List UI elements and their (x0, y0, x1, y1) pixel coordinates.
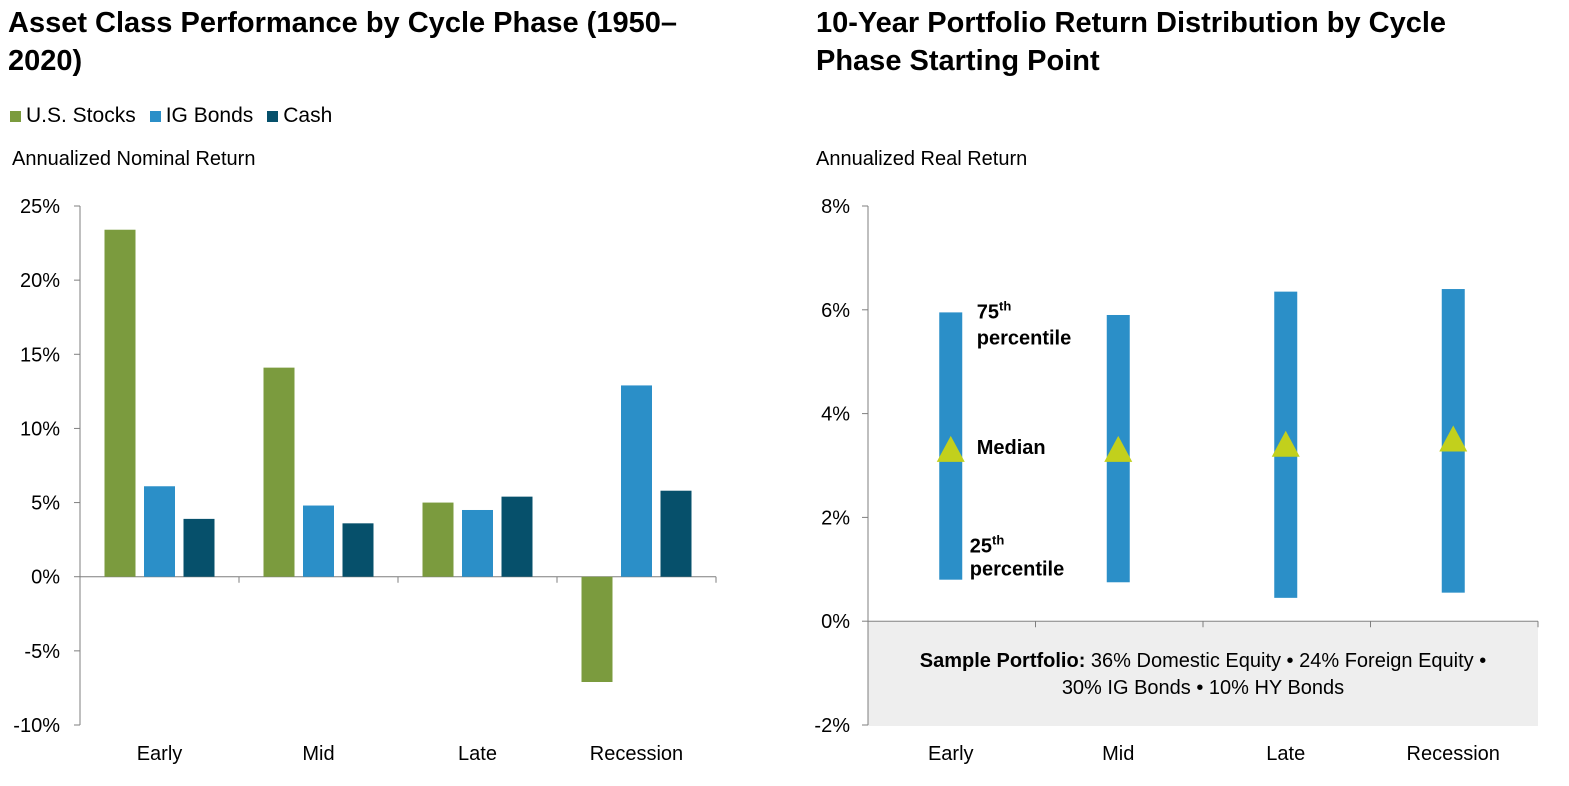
left-x-tick-label: Mid (302, 743, 334, 765)
annotation-25th-word: percentile (970, 559, 1064, 581)
legend-label-cash: Cash (283, 104, 333, 127)
sample-portfolio-note: Sample Portfolio: 36% Domestic Equity • … (908, 648, 1498, 702)
legend-item-bonds: IG Bonds (149, 104, 254, 128)
legend-label-bonds: IG Bonds (165, 104, 254, 127)
bar-ig-bonds-mid (303, 505, 334, 577)
legend-item-stocks: U.S. Stocks (10, 104, 136, 128)
left-chart-legend: U.S. Stocks IG Bonds Cash (10, 104, 346, 128)
left-y-tick-label: 10% (20, 418, 60, 440)
right-y-tick-label: 6% (821, 300, 850, 322)
legend-item-cash: Cash (267, 104, 332, 128)
left-y-tick-label: 0% (31, 567, 60, 589)
right-x-tick-label: Recession (1407, 743, 1500, 765)
right-y-tick-label: -2% (814, 715, 850, 737)
sample-portfolio-text: 36% Domestic Equity • 24% Foreign Equity… (1061, 650, 1487, 699)
right-chart-title: 10-Year Portfolio Return Distribution by… (816, 7, 1447, 77)
left-y-tick-label: 5% (31, 493, 60, 515)
right-y-tick-label: 8% (821, 196, 850, 218)
right-y-tick-label: 4% (821, 404, 850, 426)
left-y-tick-label: -5% (24, 641, 60, 663)
right-x-tick-label: Mid (1102, 743, 1134, 765)
bar-ig-bonds-early (144, 486, 175, 577)
legend-swatch-cash (267, 110, 279, 122)
annotation-median: Median (977, 437, 1046, 459)
legend-label-stocks: U.S. Stocks (26, 104, 136, 127)
left-x-tick-label: Early (137, 743, 183, 765)
bar-cash-early (183, 518, 215, 577)
bar-cash-recession (660, 490, 692, 577)
bar-u-s-stocks-recession (581, 576, 613, 682)
annotation-75th-word: percentile (977, 327, 1071, 349)
annotation-75th-suffix: th (999, 298, 1011, 313)
sample-portfolio-label: Sample Portfolio: (919, 650, 1086, 672)
right-x-tick-label: Late (1266, 743, 1305, 765)
left-y-tick-label: 20% (20, 270, 60, 292)
median-marker-late (1271, 430, 1300, 457)
bar-u-s-stocks-early (104, 229, 136, 577)
right-x-tick-label: Early (928, 743, 974, 765)
bar-cash-late (501, 496, 533, 577)
right-y-tick-label: 0% (821, 611, 850, 633)
left-y-tick-label: 15% (20, 344, 60, 366)
bar-u-s-stocks-late (422, 502, 454, 577)
right-y-tick-label: 2% (821, 507, 850, 529)
legend-swatch-bonds (149, 110, 161, 122)
left-y-tick-label: 25% (20, 196, 60, 218)
right-y-axis-title: Annualized Real Return (816, 148, 1028, 170)
left-x-tick-label: Late (458, 743, 497, 765)
left-chart-title: Asset Class Performance by Cycle Phase (… (8, 7, 677, 77)
bar-u-s-stocks-mid (263, 367, 295, 577)
sample-portfolio-box: Sample Portfolio: 36% Domestic Equity • … (868, 622, 1538, 726)
annotation-75th-ordinal: 75th (977, 298, 1012, 323)
left-x-tick-label: Recession (590, 743, 683, 765)
annotation-25th-ordinal: 25th (970, 533, 1005, 558)
median-marker-recession (1439, 425, 1468, 452)
annotation-25th-suffix: th (992, 533, 1004, 548)
bar-ig-bonds-recession (621, 385, 652, 577)
left-y-axis-title: Annualized Nominal Return (12, 148, 256, 170)
bar-ig-bonds-late (462, 509, 493, 577)
median-marker-mid (1104, 435, 1133, 462)
left-y-tick-label: -10% (13, 715, 60, 737)
legend-swatch-stocks (10, 110, 21, 122)
bar-cash-mid (342, 523, 374, 577)
median-marker-early (936, 435, 965, 462)
